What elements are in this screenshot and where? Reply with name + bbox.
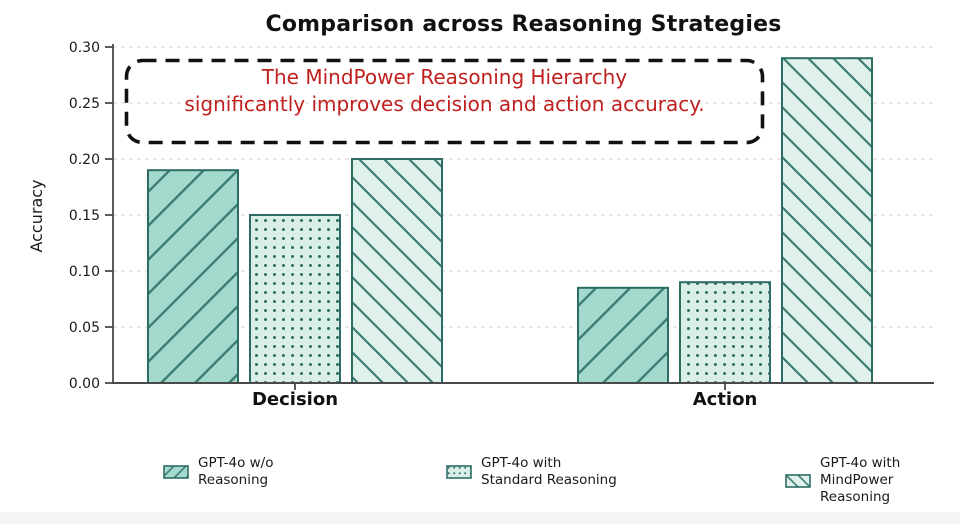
legend-item-gpt4o-standard-reasoning: GPT-4o with Standard Reasoning bbox=[446, 455, 617, 489]
legend-label-line2: MindPower Reasoning bbox=[820, 472, 894, 505]
chart-title: Comparison across Reasoning Strategies bbox=[265, 12, 782, 37]
legend-label-line2: Standard Reasoning bbox=[481, 472, 617, 488]
legend-swatch-forward-hatch-icon bbox=[163, 465, 189, 479]
legend-label-line1: GPT-4o w/o bbox=[198, 455, 274, 471]
y-tick-label: 0.10 bbox=[69, 264, 100, 280]
bar-action-series-0 bbox=[577, 286, 669, 384]
legend-swatch-dots-icon bbox=[446, 465, 472, 479]
bar-decision-series-1 bbox=[249, 214, 341, 384]
y-tick-label: 0.20 bbox=[69, 152, 100, 168]
y-tick-label: 0.05 bbox=[69, 320, 100, 336]
legend-label-line1: GPT-4o with bbox=[820, 455, 901, 471]
legend: GPT-4o w/o Reasoning GPT-4o with Standar… bbox=[0, 450, 960, 505]
y-axis-label: Accuracy bbox=[27, 179, 46, 253]
y-tick-label: 0.00 bbox=[69, 376, 100, 392]
y-tick-label: 0.15 bbox=[69, 208, 100, 224]
legend-label-line2: Reasoning bbox=[198, 472, 269, 488]
legend-swatch-back-hatch-icon bbox=[785, 473, 811, 488]
x-category-action: Action bbox=[692, 389, 758, 410]
annotation-line-2: significantly improves decision and acti… bbox=[184, 92, 705, 116]
bar-action-series-1 bbox=[679, 281, 771, 385]
bar-action-series-2 bbox=[781, 57, 873, 384]
x-category-decision: Decision bbox=[251, 389, 339, 410]
annotation-line-1: The MindPower Reasoning Hierarchy bbox=[261, 65, 628, 89]
bottom-gray-strip bbox=[0, 512, 960, 524]
legend-item-gpt4o-mindpower-reasoning: GPT-4o with MindPower Reasoning bbox=[785, 455, 960, 506]
y-tick-label: 0.30 bbox=[69, 40, 100, 56]
legend-item-gpt4o-wo-reasoning: GPT-4o w/o Reasoning bbox=[163, 455, 273, 489]
annotation-dashed-border bbox=[124, 58, 765, 145]
y-tick-label: 0.25 bbox=[69, 96, 100, 112]
annotation-callout: The MindPower Reasoning Hierarchy signif… bbox=[124, 64, 765, 118]
bar-decision-series-0 bbox=[147, 169, 239, 384]
bar-decision-series-2 bbox=[351, 158, 443, 384]
legend-label-line1: GPT-4o with bbox=[481, 455, 562, 471]
